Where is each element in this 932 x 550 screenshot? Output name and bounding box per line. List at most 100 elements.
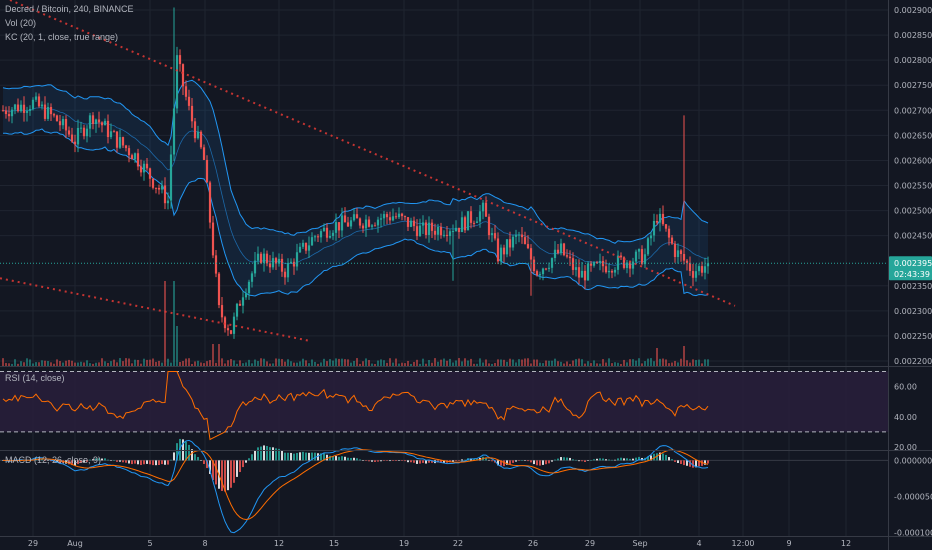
candle-body	[211, 222, 215, 256]
volume-bar	[50, 362, 52, 366]
macd-histogram-bar	[386, 460, 388, 461]
macd-histogram-bar	[440, 460, 442, 463]
macd-histogram-bar	[389, 460, 391, 462]
volume-bar	[641, 363, 643, 366]
macd-histogram-bar	[38, 459, 40, 461]
price-tick-label: 0.002500	[894, 207, 932, 216]
macd-histogram-bar	[233, 460, 235, 483]
candle-body	[10, 109, 14, 117]
candle-body	[658, 213, 662, 223]
volume-bar	[29, 359, 31, 366]
macd-histogram-bar	[167, 460, 169, 465]
volume-bar	[122, 361, 124, 366]
rsi-band-background	[0, 371, 888, 432]
volume-bar	[344, 359, 346, 366]
volume-bar	[89, 363, 91, 366]
volume-bar	[134, 359, 136, 366]
macd-histogram-bar	[320, 453, 322, 461]
candle-body	[220, 305, 224, 318]
macd-histogram-bar	[242, 460, 244, 468]
candle-body	[568, 256, 572, 259]
volume-bar	[14, 359, 16, 366]
volume-bar	[149, 359, 151, 366]
volume-bar	[242, 363, 244, 366]
macd-histogram-bar	[557, 458, 559, 461]
volume-bar	[32, 363, 34, 366]
volume-bar	[308, 363, 310, 366]
candle-body	[61, 119, 65, 126]
volume-bar	[422, 358, 424, 366]
macd-histogram-bar	[305, 452, 307, 461]
volume-bar	[185, 358, 187, 366]
volume-bar	[527, 358, 529, 366]
macd-histogram-bar	[692, 460, 694, 468]
trendlines[interactable]	[0, 0, 888, 342]
volume-bar	[614, 362, 616, 366]
candle-body	[199, 131, 203, 148]
candle-body	[628, 262, 632, 269]
volume-bar	[515, 362, 517, 366]
volume-bar	[674, 360, 676, 366]
candle-body	[694, 271, 698, 278]
candle-body	[400, 213, 404, 217]
macd-histogram-bar	[662, 453, 664, 461]
macd-histogram-bar	[695, 460, 697, 468]
kc-band-fill	[3, 80, 708, 296]
volume-bar	[71, 360, 73, 366]
macd-histogram-bar	[260, 446, 262, 461]
volume-bar	[476, 363, 478, 366]
macd-histogram-bar	[290, 452, 292, 461]
volume-bar	[551, 360, 553, 366]
volume-bar	[53, 363, 55, 366]
macd-histogram-bar	[92, 459, 94, 461]
volume-bar	[68, 359, 70, 366]
volume-bar	[326, 361, 328, 366]
volume-bar	[449, 358, 451, 366]
macd-histogram-bar	[68, 460, 70, 465]
volume-bar	[596, 363, 598, 366]
macd-histogram-bar	[89, 459, 91, 461]
candle-body	[514, 234, 518, 237]
price-tick-label: 0.002850	[894, 31, 932, 40]
macd-histogram-bar	[182, 439, 184, 461]
volume-bar	[239, 360, 241, 366]
macd-histogram-bar	[194, 454, 196, 461]
candle-body	[22, 104, 26, 113]
macd-histogram-bar	[173, 452, 175, 461]
macd-histogram-bar	[629, 458, 631, 461]
macd-histogram-bar	[458, 460, 460, 461]
candle-body	[553, 249, 557, 259]
candlesticks[interactable]	[1, 7, 710, 339]
macd-histogram-bar	[365, 460, 367, 461]
candle-body	[394, 216, 398, 218]
volume-bar	[293, 362, 295, 366]
macd-histogram-bar	[527, 460, 529, 462]
macd-histogram-bar	[614, 459, 616, 461]
macd-histogram-bar	[380, 460, 382, 462]
macd-tick-label: -0.000100	[894, 528, 932, 537]
volume-bar	[623, 359, 625, 366]
time-tick-label: 15	[329, 539, 339, 548]
macd-histogram-bar	[596, 458, 598, 461]
kc-upper-band	[2, 79, 709, 244]
macd-histogram-bar	[707, 460, 709, 464]
macd-histogram-bar	[137, 460, 139, 465]
candle-body	[109, 131, 113, 138]
volume-bar	[635, 360, 637, 366]
volume-bar	[92, 363, 94, 366]
macd-histogram-bar	[185, 441, 187, 461]
volume-bar	[254, 359, 256, 366]
volume-bar	[443, 358, 445, 366]
candle-body	[385, 214, 389, 218]
candle-body	[700, 266, 704, 273]
volume-bar	[350, 362, 352, 366]
volume-bar	[305, 360, 307, 366]
current-price-label: 0.002395	[894, 259, 932, 268]
volume-bar	[272, 363, 274, 366]
macd-histogram-bar	[314, 452, 316, 461]
candle-body	[262, 253, 266, 263]
volume-bar	[41, 360, 43, 366]
